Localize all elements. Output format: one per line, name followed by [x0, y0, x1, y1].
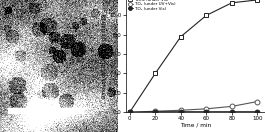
Bar: [8, 108, 83, 113]
X-axis label: Time / min: Time / min: [180, 123, 211, 128]
Text: 1 μm: 1 μm: [33, 96, 58, 105]
Y-axis label: Amount of CO₂ / m mol g(catalyst)⁻¹: Amount of CO₂ / m mol g(catalyst)⁻¹: [102, 10, 107, 98]
Legend: TaON (under Vis), TiO₂ (under UV+Vis), TiO₂ (under Vis): TaON (under Vis), TiO₂ (under UV+Vis), T…: [127, 0, 176, 12]
